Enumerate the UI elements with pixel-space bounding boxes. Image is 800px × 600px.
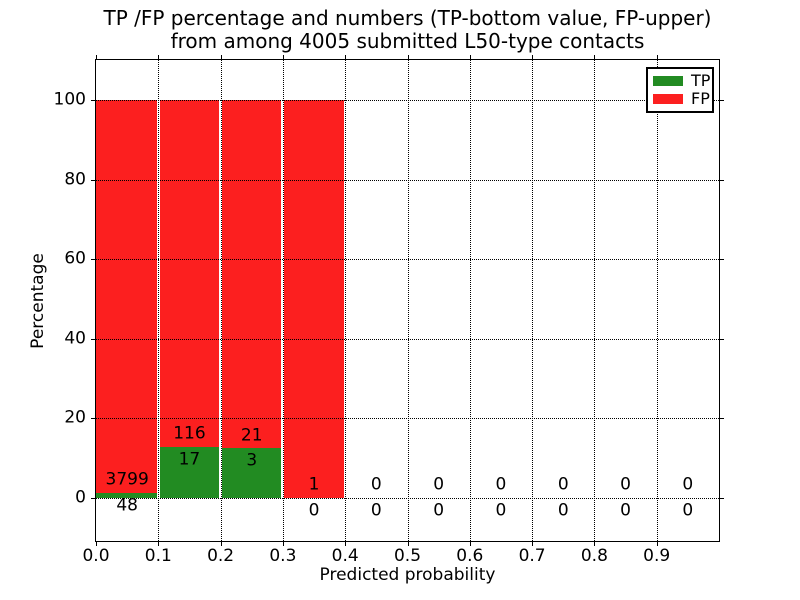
gridline-vertical	[220, 60, 222, 541]
fp-count-label: 0	[433, 474, 445, 495]
x-tick-mark	[282, 542, 284, 546]
y-tick-label: 0	[75, 487, 86, 508]
tp-count-label: 0	[370, 500, 382, 521]
tp-count-label: 0	[682, 500, 694, 521]
x-tick-mark-top	[469, 55, 471, 59]
tp-count-label: 0	[620, 500, 631, 521]
y-tick-mark-right	[720, 338, 724, 340]
fp-count-label: 0	[370, 474, 382, 495]
x-tick-mark	[594, 542, 596, 546]
x-tick-mark-top	[407, 55, 409, 59]
legend: TP FP	[646, 67, 714, 113]
tp-count-label: 0	[557, 500, 569, 521]
fp-count-label: 0	[682, 474, 694, 495]
y-tick-mark-right	[720, 100, 724, 101]
y-tick-mark	[91, 100, 95, 101]
fp-count-label: 116	[173, 423, 206, 444]
x-tick-mark	[158, 542, 160, 546]
tp-count-label: 0	[308, 500, 320, 521]
gridline-vertical	[532, 60, 534, 541]
bar-fp-segment	[222, 100, 282, 449]
x-tick-mark	[345, 542, 347, 546]
fp-count-label: 0	[620, 474, 631, 495]
y-tick-mark	[91, 498, 95, 499]
x-tick-mark-top	[96, 55, 97, 59]
chart-title: TP /FP percentage and numbers (TP-bottom…	[96, 7, 719, 53]
x-tick-mark-top	[220, 55, 222, 59]
y-tick-label: 40	[64, 328, 86, 349]
legend-item: FP	[653, 89, 710, 108]
bar-fp-segment	[284, 100, 344, 498]
y-tick-mark-right	[720, 498, 724, 499]
x-tick-mark	[96, 542, 97, 546]
tp-count-label: 0	[433, 500, 445, 521]
tp-count-label: 48	[116, 495, 138, 516]
gridline-vertical	[469, 60, 471, 541]
legend-item-label: TP	[691, 71, 711, 90]
x-tick-mark-top	[158, 55, 160, 59]
x-axis-label: Predicted probability	[319, 565, 496, 585]
y-tick-mark	[91, 338, 95, 340]
gridline-vertical	[656, 60, 658, 541]
x-tick-mark-top	[594, 55, 596, 59]
x-tick-mark-top	[282, 55, 284, 59]
gridline-vertical	[407, 60, 409, 541]
x-tick-mark-top	[532, 55, 534, 59]
chart-title-line1: TP /FP percentage and numbers (TP-bottom…	[103, 6, 712, 30]
chart-title-line2: from among 4005 submitted L50-type conta…	[170, 29, 645, 53]
x-tick-label: 0.6	[456, 546, 484, 566]
legend-item: TP	[653, 71, 711, 90]
x-tick-label: 0.2	[207, 546, 235, 566]
fp-legend-swatch	[653, 94, 683, 104]
x-tick-mark	[407, 542, 409, 546]
bar-fp-segment	[159, 100, 220, 448]
fp-count-label: 3799	[105, 469, 149, 490]
y-tick-label: 80	[64, 169, 86, 190]
x-tick-label: 0.9	[643, 546, 671, 566]
legend-item-label: FP	[691, 89, 710, 108]
x-tick-mark	[532, 542, 534, 546]
y-tick-mark	[91, 418, 95, 420]
y-tick-mark-right	[720, 418, 724, 420]
bar-tp-segment	[96, 493, 157, 498]
x-tick-label: 0.4	[331, 546, 359, 566]
fp-count-label: 0	[495, 474, 507, 495]
tp-count-label: 17	[178, 449, 201, 470]
tp-count-label: 0	[495, 500, 507, 521]
x-tick-label: 0.0	[82, 546, 110, 566]
y-tick-label: 100	[53, 89, 86, 110]
x-tick-mark-top	[656, 55, 658, 59]
bar-tp-segment	[222, 448, 282, 498]
gridline-vertical	[345, 60, 347, 541]
y-tick-label: 60	[64, 248, 86, 269]
fp-count-label: 1	[308, 474, 320, 495]
gridline-vertical	[282, 60, 284, 541]
x-tick-label: 0.5	[393, 546, 422, 566]
plot-area: 3799 48 116 17 21 3 1 0 0 0 0 0 0 0 0 0 0 0 0 0	[95, 59, 720, 542]
bar-fp-segment	[96, 100, 157, 494]
fp-count-label: 0	[557, 474, 569, 495]
y-tick-mark	[91, 259, 95, 261]
x-tick-label: 0.3	[269, 546, 297, 566]
gridline-vertical	[158, 60, 160, 541]
x-tick-label: 0.1	[144, 546, 172, 566]
x-tick-label: 0.8	[580, 546, 608, 566]
x-tick-label: 0.7	[518, 546, 546, 566]
bar-tp-segment	[159, 447, 220, 498]
x-tick-mark	[469, 542, 471, 546]
x-tick-mark	[656, 542, 658, 546]
tp-count-label: 3	[246, 450, 258, 471]
x-tick-mark	[220, 542, 222, 546]
y-tick-mark-right	[720, 259, 724, 261]
x-tick-mark-top	[345, 55, 347, 59]
y-tick-mark	[91, 179, 95, 181]
tp-legend-swatch	[653, 76, 683, 86]
fp-count-label: 21	[240, 425, 263, 445]
gridline-vertical	[594, 60, 596, 541]
y-tick-label: 20	[64, 407, 86, 428]
y-tick-mark-right	[720, 179, 724, 181]
